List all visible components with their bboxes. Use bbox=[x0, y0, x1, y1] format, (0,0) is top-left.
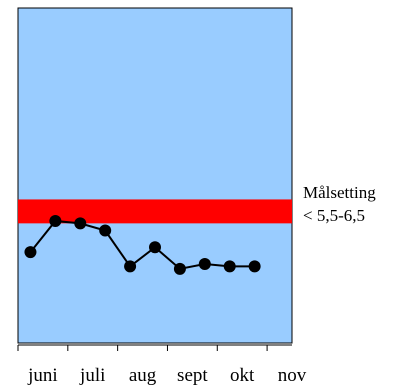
data-point bbox=[74, 217, 87, 230]
series-line bbox=[29, 219, 255, 270]
data-point bbox=[49, 214, 62, 227]
data-point bbox=[24, 246, 37, 259]
target-band-label-line: Målsetting bbox=[303, 183, 376, 202]
x-tick-label: okt bbox=[230, 365, 255, 386]
tick-labels-layer: juni juli aug sept okt nov bbox=[27, 365, 307, 386]
x-tick-label: nov bbox=[278, 365, 307, 386]
data-point bbox=[223, 260, 236, 273]
x-tick-label: juli bbox=[79, 365, 105, 386]
x-tick-label: sept bbox=[177, 365, 208, 386]
data-point bbox=[198, 258, 211, 271]
points-layer bbox=[24, 214, 261, 275]
ticks-layer bbox=[17, 345, 268, 351]
target-band-label-line: < 5,5-6,5 bbox=[303, 206, 365, 225]
target-band-label: Målsetting < 5,5-6,5 bbox=[303, 183, 376, 225]
x-tick-label: aug bbox=[129, 365, 157, 386]
x-tick-label: juni bbox=[27, 365, 58, 386]
target-band bbox=[18, 199, 292, 224]
data-point bbox=[248, 260, 261, 273]
data-point bbox=[173, 262, 186, 275]
data-point bbox=[124, 260, 137, 273]
data-point bbox=[149, 241, 161, 254]
data-point bbox=[99, 224, 112, 237]
plot-area bbox=[17, 7, 293, 344]
